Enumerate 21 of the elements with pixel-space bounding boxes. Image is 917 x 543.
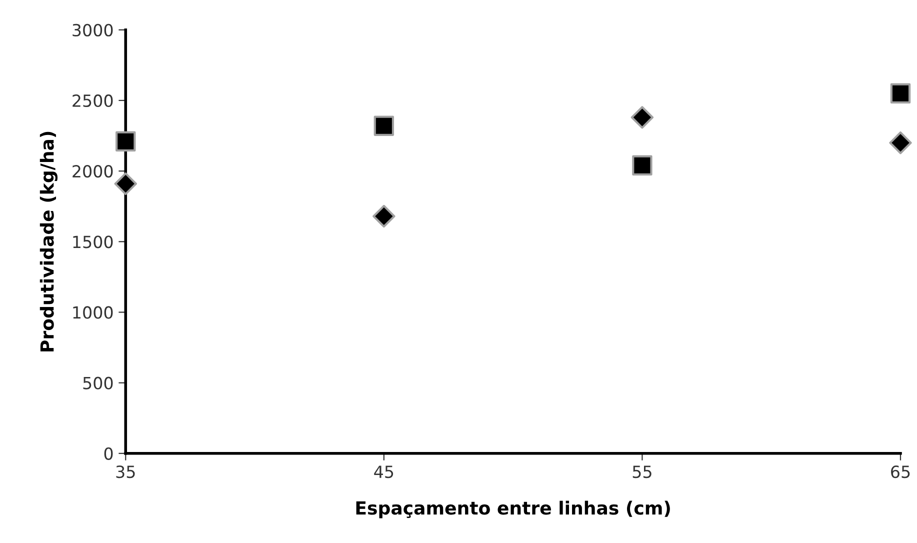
point — [372, 204, 396, 228]
x-tick-label: 35 — [116, 466, 135, 478]
y-axis-title: Produtividade (kg/ha) — [40, 132, 58, 352]
x-tick-label: 55 — [632, 466, 652, 478]
point — [889, 131, 912, 154]
y-tick-label: 500 — [83, 376, 113, 390]
y-tick-label: 2500 — [72, 94, 113, 108]
y-tick-label: 1500 — [73, 236, 113, 248]
point — [116, 131, 136, 152]
point — [114, 172, 137, 196]
y-tick-label: 3000 — [72, 24, 113, 36]
y-tick-label: 0 — [104, 447, 113, 460]
y-tick-label: 2000 — [72, 165, 113, 178]
y-tick-label: 1000 — [73, 306, 113, 319]
point — [630, 106, 654, 129]
point — [890, 83, 911, 104]
point — [632, 155, 652, 176]
x-axis-title: Espaçamento entre linhas (cm) — [356, 500, 670, 518]
x-tick-label: 45 — [374, 466, 394, 478]
point — [374, 116, 394, 136]
x-tick-label: 65 — [891, 466, 910, 478]
